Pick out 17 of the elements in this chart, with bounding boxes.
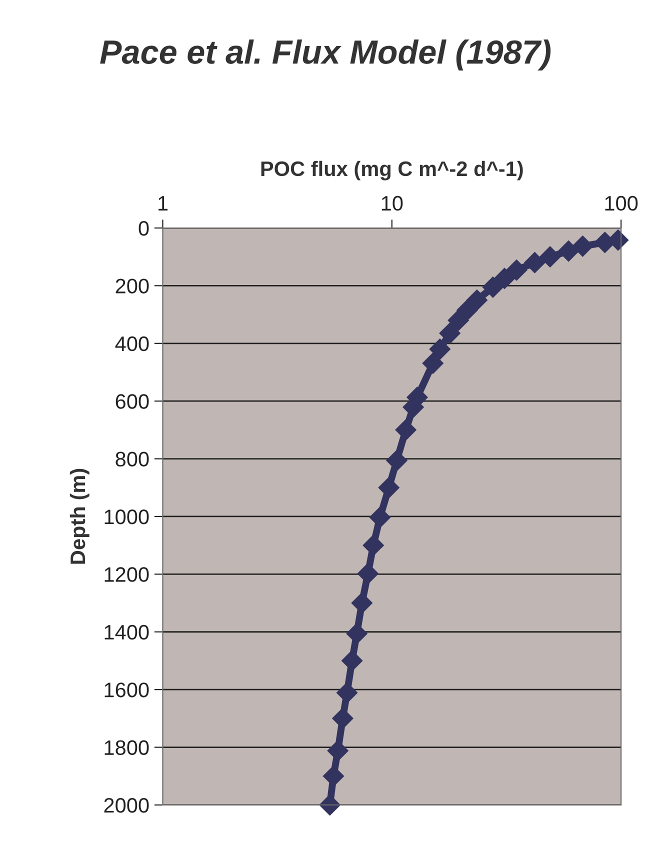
- chart-title: Pace et al. Flux Model (1987): [100, 39, 551, 71]
- y-tick-label: 1000: [104, 509, 149, 524]
- y-tick-label: 1600: [104, 682, 149, 698]
- x-tick-label: 100: [605, 196, 638, 211]
- y-tick-label: 1200: [104, 567, 149, 582]
- y-tick-label: 800: [116, 452, 149, 467]
- y-axis-title: Depth (m): [70, 468, 90, 564]
- y-tick-label: 400: [115, 336, 149, 352]
- y-tick-label: 200: [116, 278, 149, 294]
- y-tick-label: 600: [116, 394, 149, 409]
- x-tick-label: 1: [158, 196, 168, 210]
- y-tick-label: 0: [138, 221, 149, 236]
- x-axis-title: POC flux (mg C m^-2 d^-1): [261, 160, 523, 180]
- y-tick-label: 1800: [104, 740, 149, 756]
- x-tick-label: 10: [382, 196, 403, 211]
- y-tick-label: 2000: [104, 798, 149, 813]
- y-tick-label: 1400: [104, 624, 149, 640]
